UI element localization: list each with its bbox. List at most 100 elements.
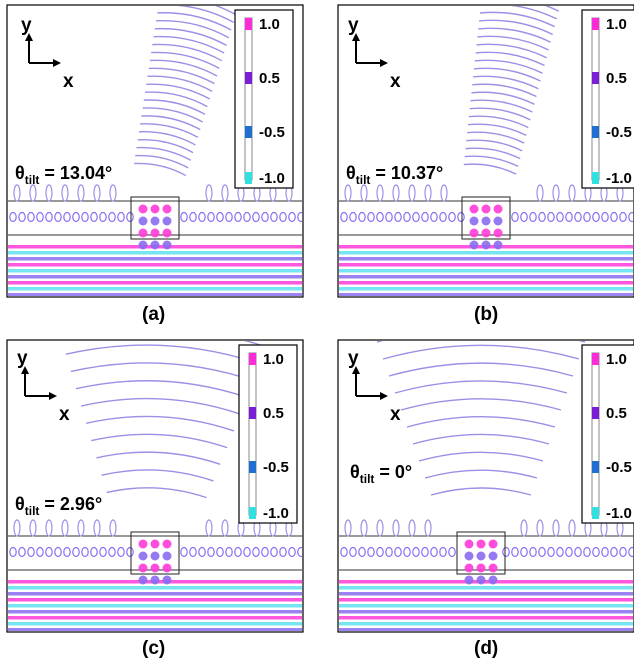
substrate-stripe xyxy=(339,293,633,296)
guide-mode xyxy=(529,546,537,558)
guide-mode xyxy=(565,211,573,223)
theta-tilt-label: θtilt = 13.04° xyxy=(15,163,112,187)
side-lobe xyxy=(109,519,117,537)
colorbar-tick-label: -1.0 xyxy=(263,505,289,522)
side-lobe xyxy=(77,519,85,537)
y-axis-label: y xyxy=(21,15,32,36)
side-lobe xyxy=(552,184,560,202)
wavefront xyxy=(465,147,521,160)
side-lobe xyxy=(13,184,21,202)
wavefront xyxy=(91,433,228,449)
resonator-dot xyxy=(488,563,498,573)
colorbar-tick-label: -0.5 xyxy=(606,459,632,476)
resonator-dot xyxy=(138,240,148,250)
side-lobe xyxy=(392,184,400,202)
guide-mode xyxy=(90,546,98,558)
substrate-stripe xyxy=(8,293,302,296)
guide-mode xyxy=(340,211,348,223)
guide-mode xyxy=(180,546,188,558)
side-lobe xyxy=(552,519,560,537)
guide-mode xyxy=(583,546,591,558)
colorbar-tick-label: -0.5 xyxy=(606,124,632,141)
resonator-dot xyxy=(476,563,486,573)
guide-mode xyxy=(261,211,269,223)
guide-mode xyxy=(520,546,528,558)
caption-b: (b) xyxy=(474,304,498,325)
side-lobe xyxy=(536,184,544,202)
resonator-dot xyxy=(488,551,498,561)
wavefront xyxy=(478,27,551,43)
wavefront xyxy=(470,99,533,113)
substrate-stripe xyxy=(339,610,633,614)
guide-mode xyxy=(628,546,633,558)
wavefront xyxy=(430,487,532,496)
wavefront xyxy=(65,344,262,365)
guide-mode xyxy=(439,546,447,558)
wavefront xyxy=(142,107,203,123)
side-lobe xyxy=(221,184,229,202)
guide-mode xyxy=(421,211,429,223)
resonator-dot xyxy=(150,539,160,549)
colorbar-swatch xyxy=(245,72,252,84)
guide-mode xyxy=(108,546,116,558)
side-lobe xyxy=(360,519,368,537)
resonator-frame xyxy=(130,196,180,240)
wavefront xyxy=(475,51,545,67)
resonator-dot xyxy=(138,228,148,238)
side-lobe xyxy=(568,184,576,202)
substrate-stripe xyxy=(339,287,633,291)
side-lobe xyxy=(45,519,53,537)
substrate-stripe xyxy=(339,263,633,267)
wavefront xyxy=(463,163,517,175)
panel-a: y x 1.0 0.5 -0.5 -1.0 θtilt = 13.04° xyxy=(6,4,304,298)
axes-glyph: y x xyxy=(21,15,74,92)
side-lobe xyxy=(360,184,368,202)
resonator-dot xyxy=(464,551,474,561)
substrate-stripe xyxy=(339,616,633,620)
guide-mode xyxy=(279,546,287,558)
colorbar-swatch xyxy=(592,461,599,473)
side-lobe xyxy=(344,184,352,202)
guide-mode xyxy=(565,546,573,558)
guide-mode xyxy=(234,211,242,223)
colorbar-box xyxy=(238,344,298,524)
wavefront xyxy=(152,43,223,62)
guide-mode xyxy=(502,546,510,558)
guide-mode xyxy=(556,546,564,558)
wavefront xyxy=(159,6,237,16)
wavefront xyxy=(157,12,232,31)
x-axis-label: x xyxy=(59,404,70,425)
guide-mode xyxy=(99,546,107,558)
guide-mode xyxy=(619,211,627,223)
side-lobe xyxy=(376,184,384,202)
guide-mode xyxy=(394,211,402,223)
guide-mode xyxy=(270,211,278,223)
colorbar-swatch xyxy=(245,126,252,138)
guide-mode xyxy=(583,211,591,223)
guide-mode xyxy=(252,546,260,558)
guide-mode xyxy=(628,211,633,223)
side-lobe xyxy=(392,519,400,537)
y-axis-label: y xyxy=(348,348,359,369)
wavefront xyxy=(476,43,547,59)
substrate-stripe xyxy=(8,592,302,596)
wavefront xyxy=(96,451,221,465)
wavefront xyxy=(480,6,558,20)
guide-mode xyxy=(601,211,609,223)
substrate-stripe xyxy=(8,281,302,285)
colorbar: 1.0 0.5 -0.5 -1.0 xyxy=(234,9,294,189)
resonator-dot xyxy=(150,563,160,573)
resonator-dot xyxy=(162,551,172,561)
guide-mode xyxy=(63,546,71,558)
colorbar-tick-label: 0.5 xyxy=(606,70,627,87)
resonator-dot xyxy=(493,204,503,214)
guide-mode xyxy=(457,211,465,223)
side-lobe xyxy=(109,184,117,202)
guide-mode xyxy=(421,546,429,558)
wavefront xyxy=(106,487,207,499)
substrate-stripe xyxy=(8,257,302,261)
resonator-dot xyxy=(488,539,498,549)
guide-mode xyxy=(349,211,357,223)
wavefront xyxy=(466,139,523,152)
guide-mode xyxy=(72,546,80,558)
